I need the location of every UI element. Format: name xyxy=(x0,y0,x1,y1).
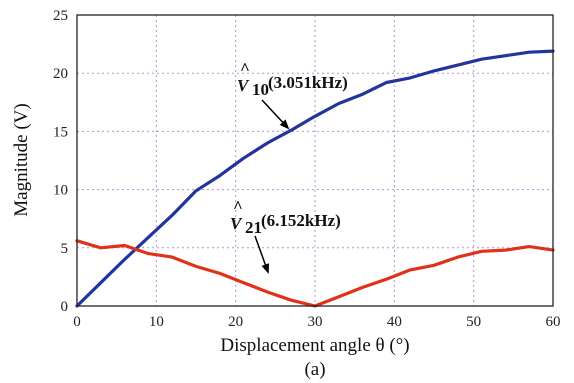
annotation-v21: V ^ 21 (6.152kHz) xyxy=(230,197,341,274)
annotation-v21-frequency: (6.152kHz) xyxy=(261,211,341,230)
x-tick-label: 60 xyxy=(546,314,561,330)
annotation-v21-symbol: V xyxy=(230,214,243,233)
annotation-v10-arrow xyxy=(261,99,290,130)
annotation-v10-symbol: V xyxy=(237,76,250,95)
y-tick-label: 25 xyxy=(53,8,68,24)
tick-labels: 0 10 20 30 40 50 60 0 5 10 15 20 25 xyxy=(53,8,561,330)
y-tick-label: 15 xyxy=(53,124,68,140)
x-axis-caption: (a) xyxy=(304,359,325,380)
annotation-v10: V ^ 10 (3.051kHz) xyxy=(237,59,348,130)
y-tick-label: 20 xyxy=(53,66,68,82)
x-tick-label: 10 xyxy=(149,314,164,330)
y-tick-label: 10 xyxy=(53,183,68,199)
annotation-v21-arrow xyxy=(254,235,270,274)
y-axis-label: Magnitude (V) xyxy=(11,103,32,216)
x-axis-label: Displacement angle θ (°) xyxy=(220,335,409,356)
annotation-v21-subscript: 21 xyxy=(245,218,262,237)
grid xyxy=(77,15,553,306)
series-line-10 xyxy=(75,49,555,308)
annotation-v21-hat: ^ xyxy=(233,197,243,216)
y-tick-label: 0 xyxy=(61,299,69,315)
plot-frame xyxy=(76,14,554,307)
x-tick-label: 20 xyxy=(228,314,243,330)
x-tick-label: 40 xyxy=(387,314,402,330)
x-tick-label: 30 xyxy=(308,314,323,330)
x-tick-label: 0 xyxy=(73,314,81,330)
annotation-v10-hat: ^ xyxy=(240,59,250,78)
x-tick-label: 50 xyxy=(466,314,481,330)
annotation-v10-frequency: (3.051kHz) xyxy=(268,73,348,92)
y-tick-label: 5 xyxy=(61,241,69,257)
annotation-v10-subscript: 10 xyxy=(252,80,269,99)
